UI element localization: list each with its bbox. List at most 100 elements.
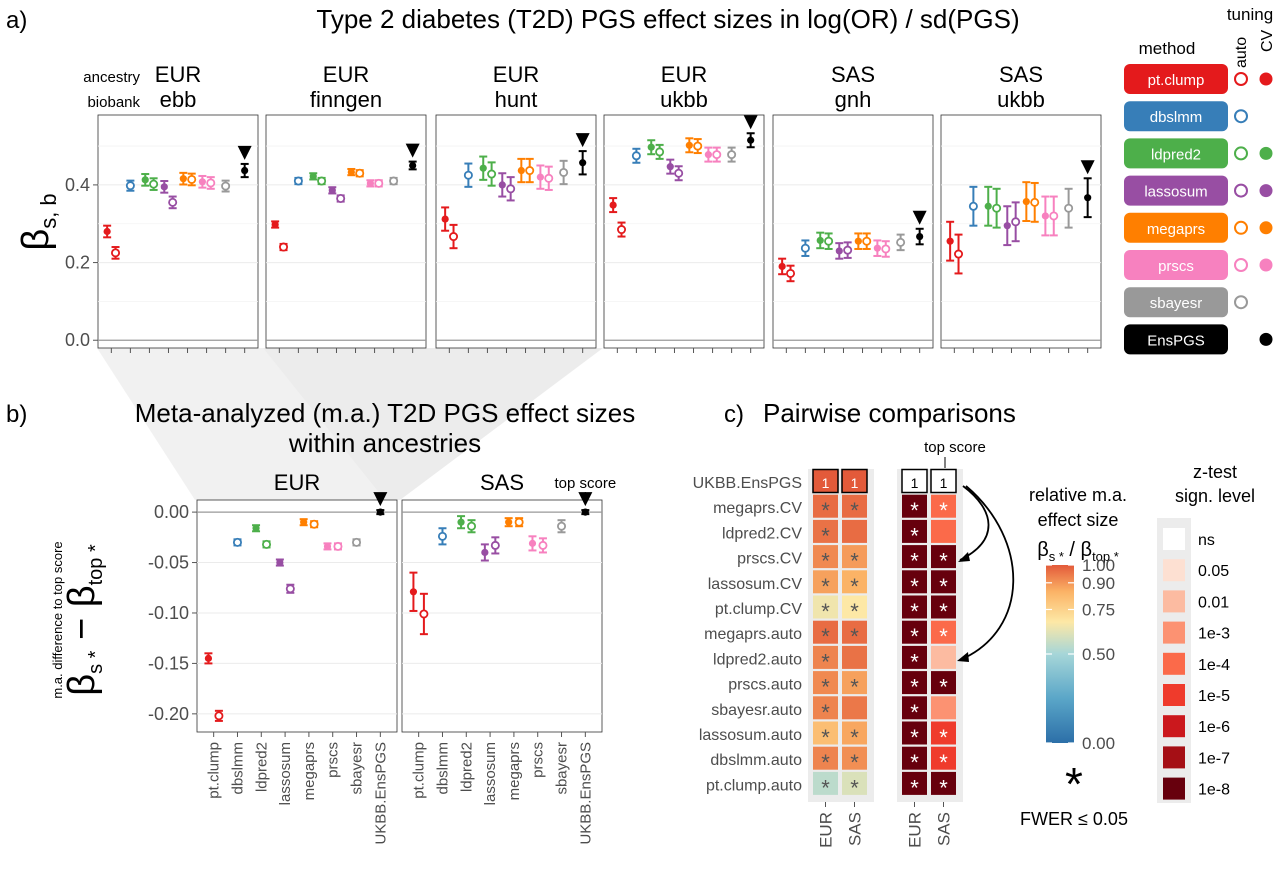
- panel-a-plot: EURebbEURfinngenEURhuntEURukbbSASgnhSASu…: [65, 62, 1102, 353]
- facet-a-2-point-12-point: [579, 159, 587, 167]
- heatmap-left-cell: [842, 595, 867, 619]
- heatmap-left-cell-star: *: [821, 675, 830, 700]
- facet-a-3-point-1-point: [617, 225, 627, 235]
- sig-legend-swatch: [1163, 590, 1185, 613]
- facet-b-1-xtick-label: UKBB.EnsPGS: [577, 742, 594, 845]
- facet-b-1-point-8-point: [514, 517, 524, 527]
- heatmap-left-cell: [813, 570, 838, 594]
- facet-b-0-point-1-point: [214, 711, 224, 721]
- facet-b-0-xtick-label: prscs: [325, 742, 342, 778]
- facet-a-5-point-5-point: [1003, 222, 1011, 230]
- facet-a-1-point-4-point: [317, 176, 327, 186]
- facet-b-1-point-11-point: [557, 521, 567, 531]
- heatmap-right-cell: [931, 721, 956, 745]
- facet-a-2-point-5-point: [498, 181, 506, 189]
- facet-a-3-point-5-point: [666, 163, 674, 171]
- heatmap-left-cell: [813, 721, 838, 745]
- facet-a-0-point-12-point: [241, 166, 249, 175]
- heatmap-right-cell-star: *: [939, 574, 948, 599]
- heatmap-top-score-label: top score: [924, 439, 986, 456]
- facet-a-4-point-9-point: [873, 244, 881, 252]
- facet-a-4-point-2-point: [800, 243, 810, 253]
- heatmap-column-label: EUR: [817, 812, 836, 848]
- facet-a-4-panel: [772, 114, 934, 349]
- panel-a-label: a): [6, 7, 27, 34]
- facet-a-5-point-1-point: [954, 249, 964, 259]
- legend-cv-marker-ldpred2: [1259, 146, 1273, 160]
- facet-b-0-point-3-point: [252, 524, 260, 532]
- heatmap-right-cell: [931, 645, 956, 669]
- heatmap-left-cell: [813, 494, 838, 518]
- facet-b-0-point-12-top-marker: [373, 492, 388, 507]
- legend-chip-sbayesr: [1124, 287, 1228, 318]
- heatmap-row-label: ldpred2.CV: [722, 525, 802, 542]
- heatmap-right-cell: [931, 671, 956, 695]
- heatmap-right-cell: [931, 494, 956, 518]
- heatmap-left-cell: [813, 620, 838, 644]
- heatmap-right-cell: [902, 721, 927, 745]
- heatmap-left-cell-star: *: [821, 700, 830, 725]
- heatmap-left-cell: [813, 771, 838, 795]
- facet-b-0-xtick-label: dbslmm: [229, 742, 246, 795]
- panel-a-ytick-label: 0.0: [65, 330, 90, 350]
- facet-a-1-point-6-point: [336, 193, 346, 203]
- heatmap-row-label: prscs.CV: [737, 551, 802, 568]
- heatmap-right-cell-star: *: [910, 498, 919, 523]
- heatmap-row-label: sbayesr.auto: [711, 702, 802, 719]
- facet-a-1-point-12-top-marker: [405, 143, 420, 158]
- sig-legend-swatch: [1163, 715, 1185, 738]
- legend-label-EnsPGS: EnsPGS: [1147, 332, 1205, 349]
- heatmap-right-cell-star: *: [910, 523, 919, 548]
- facet-a-2-point-6-point: [506, 184, 516, 194]
- heatmap-right-cell-star: *: [910, 775, 919, 800]
- facet-a-1-point-0-point: [271, 220, 279, 229]
- facet-a-4-point-4-point: [824, 236, 834, 246]
- heatmap-left-cell-star: *: [821, 549, 830, 574]
- legend-label-pt.clump: pt.clump: [1148, 72, 1205, 89]
- facet-b-1-panel: [401, 499, 603, 733]
- heatmap-right-cell-label: 1: [911, 475, 919, 491]
- heatmap-right-cell: [902, 671, 927, 695]
- sig-legend-swatch: [1163, 559, 1185, 582]
- facet-a-4-point-6-point: [843, 245, 853, 255]
- heatmap-right-cell: [902, 545, 927, 569]
- heatmap-right-cell-star: *: [910, 675, 919, 700]
- facet-a-5-strip-biobank: ukbb: [997, 87, 1045, 112]
- heatmap-row-label: lassosum.CV: [708, 576, 803, 593]
- panel-a-ytick-label: 0.4: [65, 175, 90, 195]
- zoom-shading-eur: [97, 348, 385, 500]
- facet-a-2-point-4-point: [487, 169, 497, 179]
- heatmap-left-cell: [813, 746, 838, 770]
- facet-a-0-point-6-point: [168, 197, 178, 207]
- strip-label-biobank: biobank: [87, 94, 140, 111]
- facet-a-0-point-9-point: [198, 178, 206, 186]
- heatmap-left-cell: [813, 545, 838, 569]
- legend-method-title: method: [1139, 39, 1196, 58]
- legend-label-megaprs: megaprs: [1147, 221, 1205, 238]
- facet-a-2-point-2-point: [463, 170, 473, 180]
- panel-b-title-line1: Meta-analyzed (m.a.) T2D PGS effect size…: [135, 398, 635, 428]
- legend-cv-marker-prscs: [1259, 258, 1273, 272]
- heatmap-left-cell-star: *: [821, 523, 830, 548]
- facet-a-0-point-0-point: [103, 227, 111, 236]
- heatmap-right-cell: [902, 645, 927, 669]
- legend-chip-lassosum: [1124, 175, 1228, 206]
- facet-b-0-point-7-point: [300, 518, 308, 526]
- legend-label-lassosum: lassosum: [1144, 184, 1207, 201]
- facet-b-1-point-1-point: [419, 609, 429, 619]
- heatmap-right-cell-star: *: [910, 624, 919, 649]
- legend-auto-marker-pt.clump: [1234, 72, 1248, 86]
- facet-a-4-point-5-point: [835, 247, 843, 255]
- heatmap-right-cell: [902, 771, 927, 795]
- facet-a-1-point-11-point: [389, 176, 399, 186]
- facet-b-0-xtick-label: megaprs: [301, 742, 318, 800]
- heatmap-left-cell-star: *: [821, 649, 830, 674]
- facet-a-3-point-0-point: [609, 201, 617, 209]
- heatmap-left-cell-star: *: [850, 775, 859, 800]
- facet-a-2-point-1-point: [449, 232, 459, 242]
- heatmap-row-label: megaprs.CV: [713, 500, 802, 517]
- panel-b-ylabel: βs * − βtop *: [61, 544, 107, 696]
- heatmap-left-cell: [842, 570, 867, 594]
- heatmap-right-cell: [930, 468, 957, 494]
